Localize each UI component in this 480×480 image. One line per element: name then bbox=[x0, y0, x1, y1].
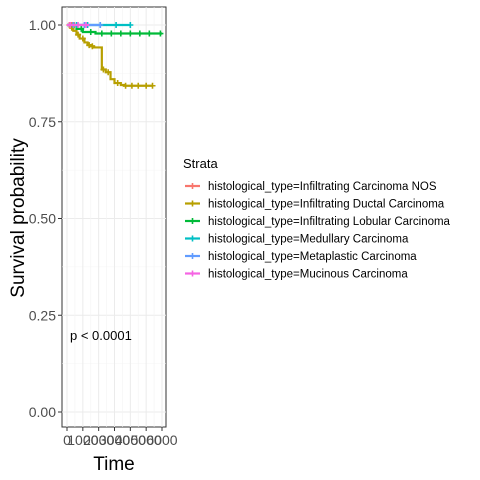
series-1-censor-10 bbox=[135, 82, 142, 89]
series-3-censor-3 bbox=[113, 22, 120, 28]
series-1-censor-1 bbox=[75, 31, 82, 38]
x-tick-label-3: 3000 bbox=[99, 432, 130, 448]
series-2-censor-1 bbox=[78, 25, 85, 32]
series-2-censor-4 bbox=[108, 30, 115, 37]
series-2-censor-2 bbox=[87, 28, 94, 35]
series-2-censor-8 bbox=[146, 30, 153, 37]
legend-label-5: histological_type=Mucinous Carcinoma bbox=[208, 269, 408, 281]
y-tick-label-2: 0.50 bbox=[29, 211, 56, 227]
legend-key-censor-4 bbox=[189, 253, 196, 259]
legend-label-1: histological_type=Infiltrating Ductal Ca… bbox=[208, 199, 445, 211]
series-2-censor-5 bbox=[117, 30, 124, 37]
series-5-censor-1 bbox=[75, 22, 82, 28]
series-1-censor-5 bbox=[100, 66, 107, 73]
p-value-annotation: p < 0.0001 bbox=[70, 328, 132, 343]
x-tick-label-2: 2000 bbox=[83, 432, 114, 448]
legend-label-2: histological_type=Infiltrating Lobular C… bbox=[208, 216, 451, 228]
legend-key-censor-1 bbox=[189, 200, 196, 207]
y-tick-label-3: 0.75 bbox=[29, 114, 56, 130]
legend-item-5: histological_type=Mucinous Carcinoma bbox=[185, 269, 408, 281]
series-5 bbox=[67, 22, 90, 28]
legend-key-censor-3 bbox=[189, 235, 196, 242]
legend-key-censor-5 bbox=[189, 270, 196, 277]
series-4-censor-2 bbox=[97, 22, 104, 28]
legend: Strata histological_type=Infiltrating Ca… bbox=[183, 156, 451, 281]
legend-label-4: histological_type=Metaplastic Carcinoma bbox=[208, 251, 417, 263]
series-1-censor-8 bbox=[122, 82, 129, 89]
series-1-censor-11 bbox=[143, 82, 150, 89]
legend-label-3: histological_type=Medullary Carcinoma bbox=[208, 234, 409, 246]
series-1-censor-4 bbox=[89, 43, 96, 50]
legend-item-3: histological_type=Medullary Carcinoma bbox=[185, 234, 409, 246]
series-layer bbox=[66, 22, 164, 89]
series-5-censor-2 bbox=[83, 22, 89, 28]
legend-item-1: histological_type=Infiltrating Ductal Ca… bbox=[185, 199, 445, 211]
legend-label-0: histological_type=Infiltrating Carcinoma… bbox=[208, 181, 437, 193]
x-tick-label-5: 5000 bbox=[131, 432, 162, 448]
x-tick-label-6: 6000 bbox=[146, 432, 177, 448]
series-2-censor-7 bbox=[136, 30, 143, 37]
legend-item-2: histological_type=Infiltrating Lobular C… bbox=[185, 216, 451, 228]
legend-item-0: histological_type=Infiltrating Carcinoma… bbox=[185, 181, 437, 193]
series-1 bbox=[67, 23, 156, 89]
y-tick-label-4: 1.00 bbox=[29, 17, 56, 33]
x-axis-title: Time bbox=[93, 454, 135, 475]
y-axis: 0.00 0.25 0.50 0.75 1.00 bbox=[29, 17, 62, 420]
series-1-censor-2 bbox=[79, 35, 86, 42]
y-tick-label-1: 0.25 bbox=[29, 307, 56, 323]
x-tick-label-0: 0 bbox=[63, 432, 71, 448]
series-5-censor-0 bbox=[67, 22, 74, 28]
legend-key-censor-0 bbox=[189, 183, 196, 189]
series-1-censor-9 bbox=[128, 82, 135, 89]
y-axis-title: Survival probability bbox=[8, 138, 29, 298]
series-1-censor-12 bbox=[149, 82, 156, 89]
series-2-censor-6 bbox=[127, 30, 134, 37]
x-tick-label-1: 1000 bbox=[67, 432, 98, 448]
series-2-censor-3 bbox=[98, 30, 105, 37]
legend-key-censor-2 bbox=[189, 218, 196, 224]
series-3-censor-4 bbox=[127, 22, 134, 28]
series-2-censor-9 bbox=[157, 30, 164, 37]
series-1-censor-3 bbox=[86, 42, 93, 49]
x-tick-label-4: 4000 bbox=[115, 432, 146, 448]
series-1-censor-7 bbox=[114, 80, 121, 87]
legend-title: Strata bbox=[183, 156, 218, 171]
y-tick-label-0: 0.00 bbox=[29, 404, 56, 420]
series-1-censor-6 bbox=[105, 69, 112, 76]
legend-item-4: histological_type=Metaplastic Carcinoma bbox=[185, 251, 417, 263]
